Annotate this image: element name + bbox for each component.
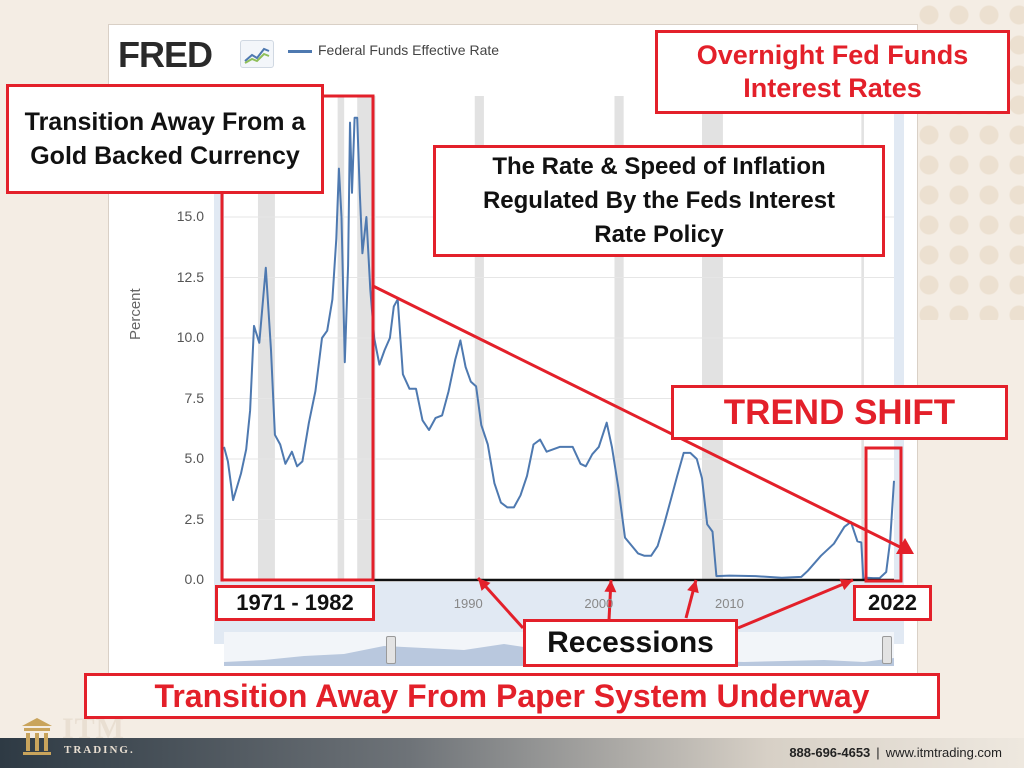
fred-logo: FRED (118, 34, 213, 75)
year-2022-label: 2022 (853, 585, 932, 621)
itm-column-logo-icon (20, 716, 54, 756)
website-url[interactable]: www.itmtrading.com (885, 745, 1002, 760)
line-chart-icon (240, 40, 274, 68)
gold-backed-callout: Transition Away From a Gold Backed Curre… (6, 84, 324, 194)
y-tick-label: 15.0 (176, 208, 204, 224)
y-tick-label: 10.0 (176, 329, 204, 345)
y-tick-label: 7.5 (184, 389, 204, 406)
navigator-left-handle[interactable] (386, 636, 396, 664)
contact-separator: | (876, 745, 880, 760)
legend-swatch (288, 50, 312, 53)
title-callout: Overnight Fed Funds Interest Rates (655, 30, 1010, 114)
y-tick-label: 0.0 (184, 571, 204, 587)
y-axis-label: Percent (127, 288, 144, 340)
y-tick-label: 12.5 (176, 268, 204, 285)
phone-number: 888-696-4653 (789, 745, 871, 760)
navigator-right-handle[interactable] (882, 636, 892, 664)
x-tick-label: 1990 (453, 596, 483, 611)
inflation-callout: The Rate & Speed of Inflation Regulated … (433, 145, 885, 257)
paper-system-callout: Transition Away From Paper System Underw… (84, 673, 940, 719)
legend-label: Federal Funds Effective Rate (318, 42, 500, 58)
contact-info: 888-696-4653 | www.itmtrading.com (789, 745, 1002, 760)
footer-bar (0, 738, 1024, 768)
y-tick-label: 2.5 (184, 510, 204, 527)
x-tick-label: 2010 (714, 596, 744, 611)
x-tick-label: 2000 (584, 596, 614, 611)
period-label: 1971 - 1982 (215, 585, 375, 621)
y-tick-label: 5.0 (184, 450, 204, 466)
itm-brand-sub: TRADING. (64, 744, 135, 756)
trend-shift-callout: TREND SHIFT (671, 385, 1008, 440)
recessions-callout: Recessions (523, 619, 738, 667)
